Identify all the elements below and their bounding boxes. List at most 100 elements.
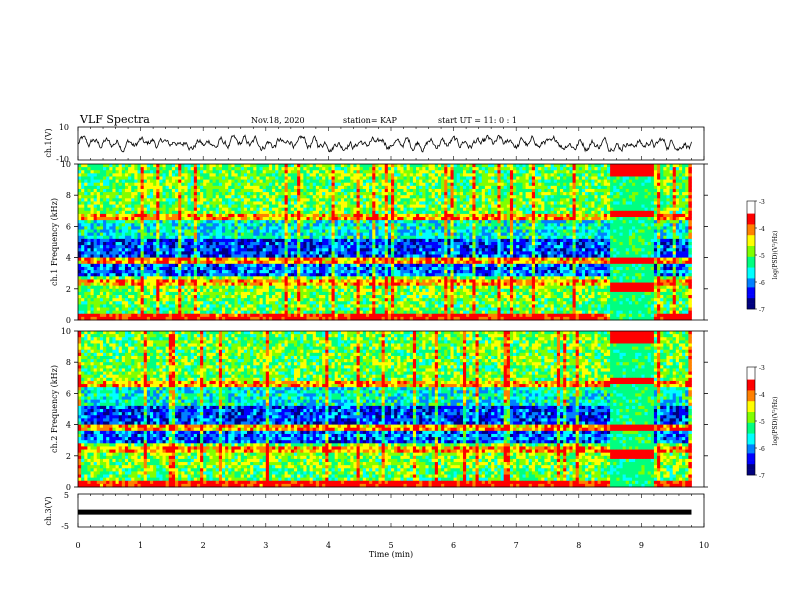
spectrogram-cell bbox=[603, 185, 608, 190]
spectrogram-cell bbox=[472, 170, 476, 174]
spectrogram-cell bbox=[193, 232, 198, 237]
spectrogram-cell bbox=[428, 198, 433, 202]
spectrogram-cell bbox=[124, 173, 129, 177]
spectrogram-cell bbox=[437, 204, 442, 209]
spectrogram-cell bbox=[118, 223, 123, 227]
spectrogram-cell bbox=[240, 232, 245, 237]
spectrogram-cell bbox=[109, 226, 113, 230]
spectrogram-cell bbox=[647, 213, 652, 218]
spectrogram-cell bbox=[616, 232, 620, 237]
spectrogram-cell bbox=[256, 185, 260, 190]
spectrogram-cell bbox=[140, 226, 145, 230]
spectrogram-cell bbox=[578, 207, 583, 212]
spectrogram-cell bbox=[196, 195, 201, 199]
spectrogram-cell bbox=[212, 204, 217, 209]
spectrogram-cell bbox=[519, 164, 523, 168]
ch1-waveform-ticks bbox=[77, 127, 705, 160]
spectrogram-cell bbox=[384, 182, 389, 187]
spectrogram-cell bbox=[594, 192, 598, 196]
spectrogram-cell bbox=[688, 179, 692, 184]
spectrogram-cell bbox=[290, 210, 295, 215]
spectrogram-cell bbox=[434, 220, 439, 224]
spectrogram-cell bbox=[287, 210, 292, 215]
spectrogram-cell bbox=[115, 207, 120, 212]
spectrogram-cell bbox=[428, 195, 433, 199]
spectrogram-cell bbox=[556, 213, 561, 218]
spectrogram-cell bbox=[506, 182, 511, 187]
spectrogram-cell bbox=[171, 220, 176, 224]
spectrogram-cell bbox=[347, 204, 351, 209]
spectrogram-cell bbox=[128, 226, 132, 230]
spectrogram-cell bbox=[441, 210, 445, 215]
spectrogram-cell bbox=[494, 223, 498, 227]
spectrogram-cell bbox=[450, 201, 454, 205]
spectrogram-cell bbox=[103, 213, 107, 218]
spectrogram-cell bbox=[416, 198, 420, 202]
spectrogram-cell bbox=[569, 213, 573, 218]
spectrogram-cell bbox=[243, 182, 248, 187]
spectrogram-cell bbox=[265, 232, 270, 237]
spectrogram-cell bbox=[603, 235, 608, 240]
spectrogram-cell bbox=[225, 182, 229, 187]
spectrogram-cell bbox=[660, 179, 664, 184]
spectrogram-cell bbox=[635, 182, 639, 187]
spectrogram-cell bbox=[331, 232, 336, 237]
spectrogram-cell bbox=[365, 213, 370, 218]
spectrogram-cell bbox=[506, 232, 511, 237]
spectrogram-cell bbox=[653, 167, 658, 171]
spectrogram-cell bbox=[641, 167, 645, 171]
spectrogram-cell bbox=[315, 238, 320, 243]
spectrogram-cell bbox=[447, 173, 451, 177]
spectrogram-cell bbox=[156, 164, 160, 168]
spectrogram-cell bbox=[193, 188, 198, 193]
spectrogram-cell bbox=[578, 173, 583, 177]
spectrogram-cell bbox=[259, 235, 264, 240]
spectrogram-cell bbox=[553, 210, 558, 215]
spectrogram-cell bbox=[293, 229, 298, 234]
spectrogram-cell bbox=[121, 198, 126, 202]
spectrogram-cell bbox=[519, 185, 523, 190]
spectrogram-cell bbox=[369, 213, 373, 218]
spectrogram-cell bbox=[96, 217, 101, 221]
spectrogram-cell bbox=[616, 235, 620, 240]
spectrogram-cell bbox=[243, 176, 248, 180]
spectrogram-cell bbox=[403, 164, 408, 168]
spectrogram-cell bbox=[103, 226, 107, 230]
spectrogram-cell bbox=[456, 213, 461, 218]
spectrogram-cell bbox=[240, 185, 245, 190]
spectrogram-cell bbox=[228, 235, 232, 240]
spectrogram-cell bbox=[140, 188, 145, 193]
spectrogram-cell bbox=[171, 223, 176, 227]
spectrogram-cell bbox=[331, 173, 336, 177]
spectrogram-cell bbox=[597, 210, 602, 215]
spectrogram-cell bbox=[678, 235, 683, 240]
spectrogram-cell bbox=[538, 173, 542, 177]
spectrogram-cell bbox=[143, 198, 148, 202]
spectrogram-cell bbox=[616, 198, 620, 202]
spectrogram-cell bbox=[632, 167, 636, 171]
spectrogram-cell bbox=[206, 198, 210, 202]
spectrogram-cell bbox=[384, 210, 389, 215]
spectrogram-cell bbox=[262, 235, 267, 240]
spectrogram-cell bbox=[456, 207, 461, 212]
spectrogram-cell bbox=[215, 188, 220, 193]
spectrogram-cell bbox=[678, 170, 683, 174]
spectrogram-cell bbox=[275, 170, 279, 174]
spectrogram-cell bbox=[591, 167, 595, 171]
spectrogram-cell bbox=[334, 167, 339, 171]
spectrogram-cell bbox=[447, 232, 451, 237]
spectrogram-cell bbox=[500, 235, 505, 240]
spectrogram-cell bbox=[262, 182, 267, 187]
spectrogram-cell bbox=[378, 232, 383, 237]
spectrogram-cell bbox=[369, 229, 373, 234]
spectrogram-cell bbox=[284, 179, 289, 184]
spectrogram-cell bbox=[209, 229, 213, 234]
spectrogram-cell bbox=[196, 235, 201, 240]
spectrogram-cell bbox=[641, 213, 645, 218]
spectrogram-cell bbox=[297, 179, 301, 184]
spectrogram-cell bbox=[315, 182, 320, 187]
spectrogram-cell bbox=[359, 176, 364, 180]
spectrogram-cell bbox=[162, 232, 167, 237]
spectrogram-cell bbox=[400, 226, 404, 230]
spectrogram-cell bbox=[90, 223, 95, 227]
